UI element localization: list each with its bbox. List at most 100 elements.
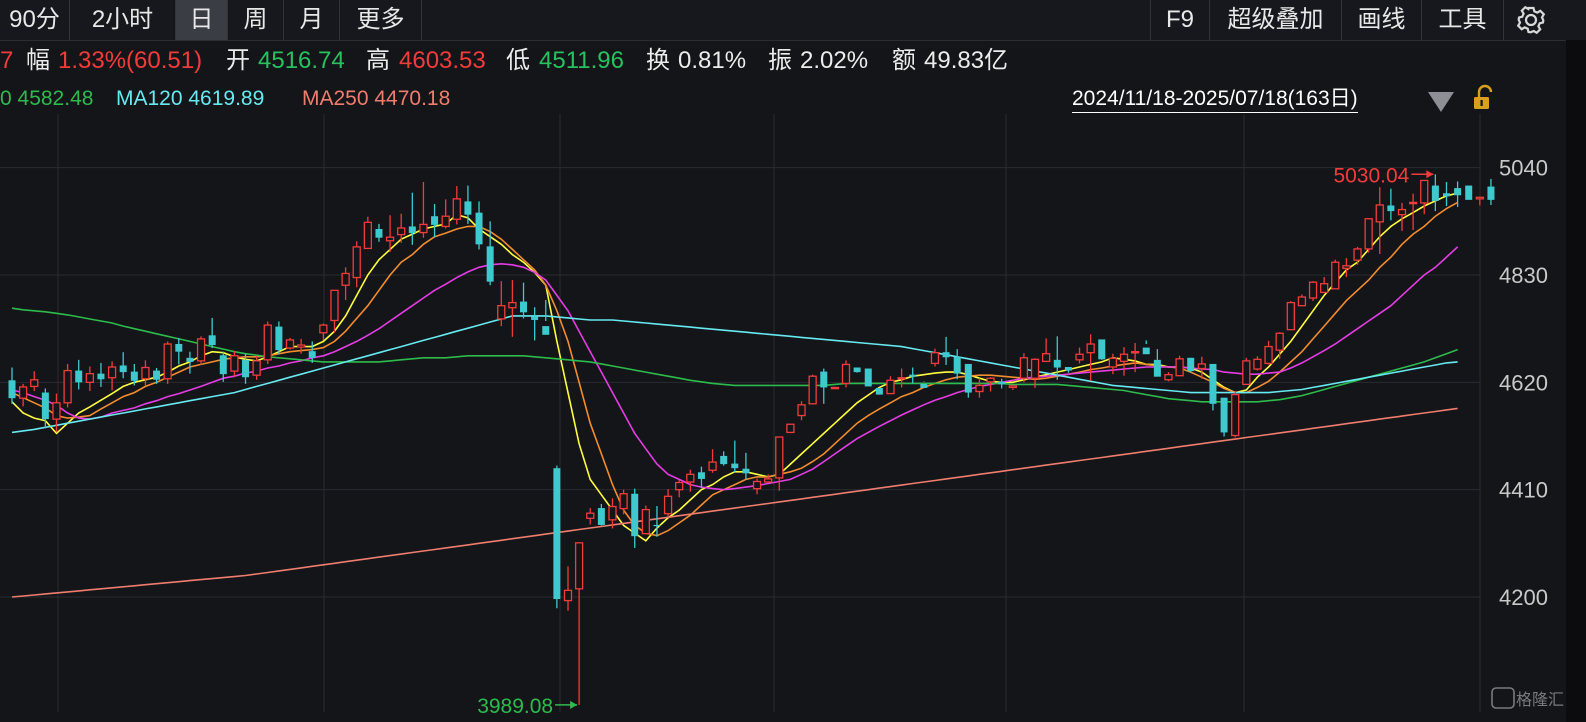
candle-body [930,352,940,365]
date-range[interactable]: 2024/11/18-2025/07/18(163日) [1072,86,1358,113]
candle-body [986,377,995,383]
candle-body [1253,358,1262,370]
candle-body [1153,359,1161,377]
candle-down [1465,185,1473,200]
candle-body [830,386,840,390]
open-value: 4516.74 [258,47,345,74]
min-arrow-head [570,700,578,709]
triangle-down-icon[interactable] [1428,92,1454,112]
tab-daily[interactable]: 日 [176,0,228,40]
candle-body [1375,204,1384,223]
candle-down [531,307,539,341]
candle-body [1209,363,1217,404]
candle-up [708,449,717,473]
candle-body [708,461,717,471]
candle-up [385,215,395,252]
candle-body [775,436,784,479]
candle-body [1019,357,1029,379]
candle-down [153,368,161,384]
tab-weekly[interactable]: 周 [228,0,284,40]
candle-body [441,215,450,228]
candle-body [909,374,917,377]
candle-up [1008,385,1017,390]
draw-line-button[interactable]: 画线 [1342,0,1422,40]
candle-body [163,343,172,380]
candle-down [8,367,16,404]
candle-up [296,338,306,354]
candle-up [1253,356,1262,371]
candle-body [1242,360,1251,386]
ma60-line [11,307,1458,403]
candle-body [63,369,72,404]
candle-down [97,362,105,387]
candle-down [1053,336,1061,380]
candle-up [85,366,94,392]
min-label: 3989.08 [477,695,553,718]
candle-body [531,316,539,320]
candle-body [375,229,383,238]
amount-label: 额 [892,47,916,74]
candle-up [1019,353,1029,383]
candle-body [608,505,617,521]
candle-up [775,436,784,491]
candle-body [130,371,138,381]
candle-up [497,281,506,327]
tab-90min[interactable]: 90分 [0,0,70,40]
candle-up [1231,391,1240,438]
candle-body [141,366,150,380]
candle-up [1275,332,1284,359]
candle-up [619,489,628,515]
candle-body [797,404,806,417]
high-label: 高 [366,47,390,74]
tab-2hour[interactable]: 2小时 [70,0,176,40]
candle-body [75,370,83,383]
candle-up [675,479,684,498]
candle-body [1142,347,1150,355]
candle-body [1064,367,1072,371]
candle-body [486,246,494,282]
amplitude-value: 2.02% [800,47,869,74]
candle-body [97,373,105,380]
gear-icon[interactable] [1514,4,1548,36]
candle-down [175,337,183,365]
ma250-legend: MA250 4470.18 [302,87,451,110]
candle-body [175,344,183,352]
tab-more[interactable]: 更多 [340,0,422,40]
candle-body [52,402,61,420]
candle-body [1075,353,1084,361]
candle-up [1075,347,1084,364]
candle-body [864,368,872,387]
candle-down [186,351,194,374]
candle-down [475,201,483,250]
candle-down [920,381,928,388]
candle-body [219,355,227,375]
candle-down [597,503,605,526]
chart-grid [0,114,1481,712]
candle-up [1475,196,1484,206]
candle-body [841,363,851,385]
candle-up [1297,294,1307,307]
f9-button[interactable]: F9 [1150,0,1210,40]
candle-up [886,376,895,395]
tab-monthly[interactable]: 月 [284,0,340,40]
overlay-button[interactable]: 超级叠加 [1210,0,1342,40]
candle-body [1454,188,1462,196]
y-tick-label: 4830 [1499,263,1548,288]
candle-body [285,339,295,349]
candle-body [641,508,650,535]
candle-up [1086,334,1095,381]
candle-down [1454,181,1462,208]
candle-body [1042,353,1051,363]
candle-body [186,357,194,362]
candle-up [563,566,573,611]
candle-up [1108,353,1118,375]
candle-body [897,377,906,380]
ma120-line [11,315,1458,434]
candle-up [1042,338,1051,363]
lock-icon[interactable] [1470,84,1500,112]
tools-button[interactable]: 工具 [1422,0,1504,40]
candle-down [1187,357,1195,373]
candle-up [1175,355,1184,377]
candle-up [1397,202,1407,232]
